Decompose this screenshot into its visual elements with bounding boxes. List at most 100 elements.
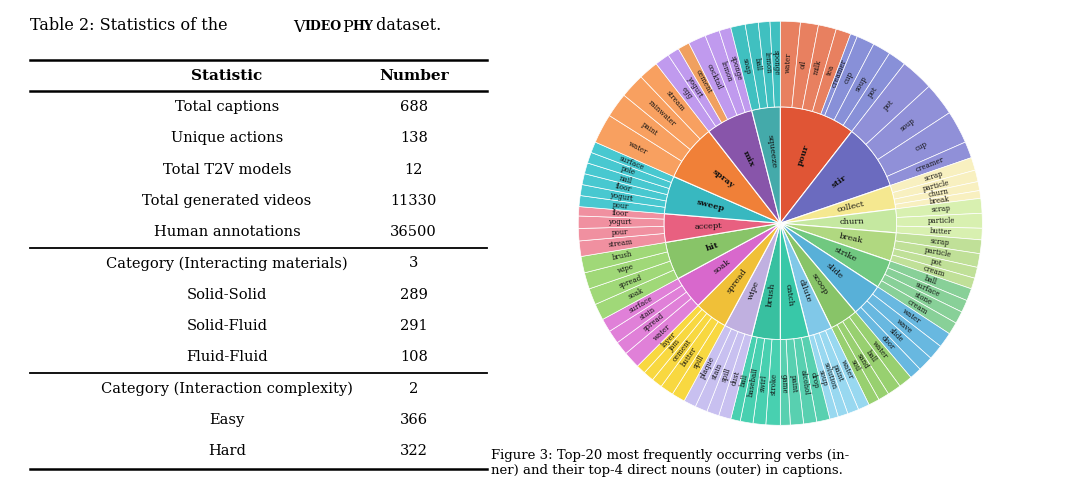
Text: water: water [651, 322, 672, 342]
Text: 289: 289 [400, 288, 428, 302]
Text: game: game [780, 374, 788, 394]
Text: sponge: sponge [729, 55, 743, 82]
Text: spray: spray [711, 168, 735, 190]
Text: dilute: dilute [797, 278, 813, 304]
Wedge shape [780, 223, 890, 287]
Wedge shape [887, 142, 971, 185]
Wedge shape [832, 325, 879, 405]
Wedge shape [861, 301, 931, 369]
Wedge shape [837, 322, 889, 400]
Text: pour: pour [611, 228, 629, 237]
Wedge shape [896, 213, 983, 228]
Wedge shape [780, 223, 855, 328]
Wedge shape [579, 206, 664, 219]
Wedge shape [878, 113, 966, 177]
Text: water: water [839, 359, 854, 381]
Text: 2: 2 [409, 382, 418, 396]
Wedge shape [892, 170, 978, 199]
Wedge shape [780, 107, 852, 223]
Text: Total T2V models: Total T2V models [163, 163, 292, 177]
Wedge shape [578, 226, 664, 241]
Wedge shape [895, 190, 981, 209]
Text: floor: floor [615, 183, 632, 194]
Text: baseball: baseball [747, 367, 760, 397]
Text: floor: floor [611, 209, 629, 218]
Text: plaque: plaque [699, 355, 717, 380]
Wedge shape [584, 163, 670, 195]
Text: door: door [879, 334, 896, 351]
Wedge shape [708, 110, 780, 223]
Text: spread: spread [618, 274, 643, 290]
Text: scrap: scrap [931, 204, 950, 214]
Text: scrap: scrap [923, 169, 945, 183]
Wedge shape [603, 279, 681, 331]
Wedge shape [881, 274, 962, 323]
Text: pot: pot [930, 258, 943, 268]
Wedge shape [809, 335, 838, 419]
Wedge shape [792, 22, 819, 109]
Text: IDEO: IDEO [305, 20, 341, 33]
Text: spill: spill [720, 367, 732, 383]
Text: HY: HY [352, 20, 374, 33]
Text: 688: 688 [400, 100, 428, 114]
Wedge shape [665, 223, 780, 279]
Wedge shape [705, 31, 745, 115]
Text: ball: ball [739, 373, 750, 387]
Text: creamer: creamer [915, 156, 946, 174]
Text: nail: nail [618, 174, 633, 185]
Text: catch: catch [784, 283, 795, 307]
Text: stone: stone [913, 290, 933, 306]
Text: soil: soil [849, 359, 861, 373]
Wedge shape [664, 214, 780, 243]
Text: soup: soup [818, 369, 829, 387]
Text: squeeze: squeeze [766, 134, 778, 169]
Text: Table 2: Statistics of the: Table 2: Statistics of the [30, 17, 233, 34]
Text: particle: particle [924, 246, 953, 260]
Text: sweep: sweep [696, 198, 726, 213]
Text: wipe: wipe [617, 263, 635, 275]
Text: particle: particle [922, 179, 951, 193]
Wedge shape [753, 339, 772, 425]
Text: ball: ball [753, 57, 762, 71]
Text: paint: paint [832, 364, 846, 383]
Text: water: water [901, 307, 922, 325]
Text: 108: 108 [400, 350, 428, 365]
Text: churn: churn [840, 218, 865, 226]
Wedge shape [802, 25, 836, 111]
Wedge shape [645, 309, 706, 380]
Text: stream: stream [664, 89, 687, 113]
Text: pot: pot [867, 85, 880, 99]
Text: soap: soap [741, 57, 752, 75]
Text: Fluid-Fluid: Fluid-Fluid [186, 350, 268, 365]
Text: butter: butter [930, 227, 953, 237]
Text: 11330: 11330 [391, 194, 437, 208]
Wedge shape [895, 198, 982, 218]
Wedge shape [689, 36, 737, 120]
Text: stain: stain [711, 362, 725, 381]
Text: Total captions: Total captions [175, 100, 279, 114]
Text: layer: layer [660, 330, 678, 349]
Text: 12: 12 [405, 163, 423, 177]
Text: mix: mix [741, 149, 756, 168]
Text: Total generated videos: Total generated videos [143, 194, 312, 208]
Text: dust: dust [730, 369, 742, 386]
Wedge shape [878, 281, 956, 334]
Text: water: water [784, 52, 793, 73]
Wedge shape [855, 307, 920, 377]
Wedge shape [766, 339, 780, 425]
Wedge shape [849, 312, 910, 386]
Text: strike: strike [833, 246, 858, 264]
Wedge shape [780, 223, 832, 336]
Wedge shape [637, 305, 702, 373]
Wedge shape [890, 158, 975, 193]
Text: alcohol: alcohol [798, 369, 810, 396]
Text: brush: brush [766, 282, 777, 307]
Wedge shape [595, 116, 681, 177]
Text: 366: 366 [400, 413, 428, 427]
Wedge shape [740, 337, 765, 424]
Wedge shape [609, 95, 690, 161]
Wedge shape [731, 24, 760, 110]
Text: paint: paint [788, 374, 798, 393]
Wedge shape [843, 53, 904, 131]
Text: yogurt: yogurt [609, 191, 634, 203]
